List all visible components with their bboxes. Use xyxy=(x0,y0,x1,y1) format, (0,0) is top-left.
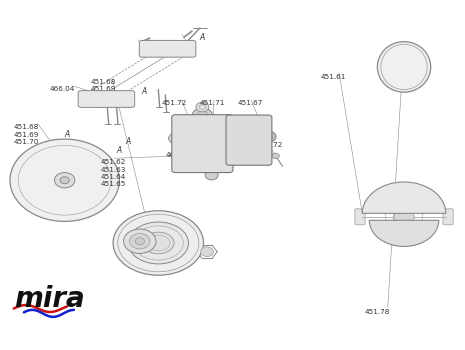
Circle shape xyxy=(200,247,213,257)
Circle shape xyxy=(223,131,235,139)
FancyBboxPatch shape xyxy=(226,115,272,165)
Text: B: B xyxy=(234,115,240,124)
FancyBboxPatch shape xyxy=(396,82,412,89)
Circle shape xyxy=(180,162,187,167)
Text: 451.71: 451.71 xyxy=(200,100,226,106)
Wedge shape xyxy=(369,220,439,246)
FancyBboxPatch shape xyxy=(140,41,196,57)
Circle shape xyxy=(196,102,209,112)
Circle shape xyxy=(236,128,246,135)
Text: A: A xyxy=(142,87,147,96)
Text: A: A xyxy=(126,138,131,146)
Text: B: B xyxy=(227,144,233,153)
Circle shape xyxy=(149,46,157,52)
Circle shape xyxy=(225,149,234,156)
Circle shape xyxy=(196,111,208,120)
Circle shape xyxy=(117,96,126,102)
Circle shape xyxy=(245,154,251,158)
Circle shape xyxy=(217,162,225,167)
Circle shape xyxy=(124,229,156,253)
Text: 466.03: 466.03 xyxy=(165,152,191,158)
FancyBboxPatch shape xyxy=(355,209,365,225)
Text: 451.78: 451.78 xyxy=(365,309,390,315)
Ellipse shape xyxy=(143,232,174,254)
FancyBboxPatch shape xyxy=(396,50,412,57)
Text: A: A xyxy=(64,131,70,139)
FancyBboxPatch shape xyxy=(382,61,391,73)
Circle shape xyxy=(130,233,150,249)
Text: 451.62
451.63
451.64
451.65: 451.62 451.63 451.64 451.65 xyxy=(223,133,249,161)
FancyBboxPatch shape xyxy=(172,115,233,173)
Text: mira: mira xyxy=(13,285,85,313)
Circle shape xyxy=(272,153,279,159)
Circle shape xyxy=(205,170,218,180)
Ellipse shape xyxy=(128,222,188,264)
Circle shape xyxy=(265,134,272,139)
Circle shape xyxy=(192,108,213,124)
Circle shape xyxy=(243,136,264,151)
Wedge shape xyxy=(362,182,446,214)
FancyBboxPatch shape xyxy=(412,61,420,73)
Circle shape xyxy=(165,47,170,51)
Circle shape xyxy=(54,173,75,188)
Ellipse shape xyxy=(378,42,431,92)
Text: 451.61: 451.61 xyxy=(320,74,346,80)
Circle shape xyxy=(248,139,259,148)
Circle shape xyxy=(261,131,276,142)
Text: 451.68
451.69
451.70: 451.68 451.69 451.70 xyxy=(91,79,116,100)
FancyBboxPatch shape xyxy=(78,91,135,107)
Text: 451.68
451.69
451.70: 451.68 451.69 451.70 xyxy=(13,125,39,145)
Circle shape xyxy=(87,96,96,102)
Circle shape xyxy=(60,177,69,184)
Circle shape xyxy=(394,209,414,224)
Ellipse shape xyxy=(113,211,204,275)
Circle shape xyxy=(245,122,251,127)
Circle shape xyxy=(178,46,186,52)
Circle shape xyxy=(235,152,246,160)
Circle shape xyxy=(168,133,182,144)
FancyBboxPatch shape xyxy=(443,209,453,225)
Text: 451.72: 451.72 xyxy=(258,142,283,148)
Text: 451.72: 451.72 xyxy=(162,100,187,106)
Text: 451.67: 451.67 xyxy=(237,100,263,106)
Text: 466.04: 466.04 xyxy=(49,86,75,92)
Text: A: A xyxy=(116,146,121,155)
Circle shape xyxy=(10,139,120,221)
Circle shape xyxy=(135,238,145,245)
Text: A: A xyxy=(200,33,205,42)
Text: 451.62
451.63
451.64
451.65: 451.62 451.63 451.64 451.65 xyxy=(100,159,126,187)
